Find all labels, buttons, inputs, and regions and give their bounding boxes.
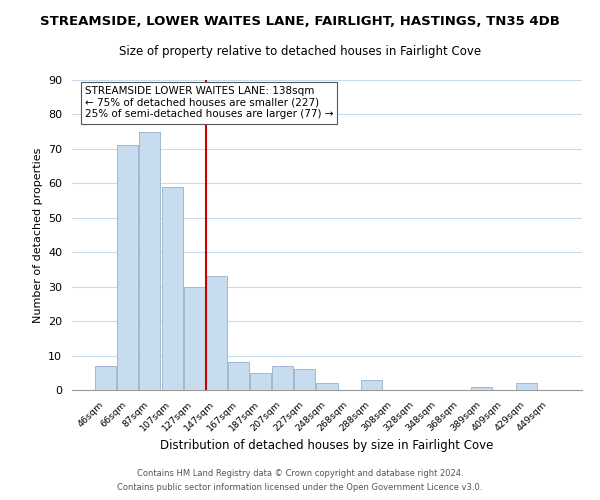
Bar — [118, 146, 139, 390]
Bar — [295, 370, 316, 390]
Text: Contains HM Land Registry data © Crown copyright and database right 2024.: Contains HM Land Registry data © Crown c… — [137, 468, 463, 477]
Bar — [316, 383, 338, 390]
Bar — [161, 187, 182, 390]
Bar — [139, 132, 160, 390]
Bar — [228, 362, 249, 390]
Text: Size of property relative to detached houses in Fairlight Cove: Size of property relative to detached ho… — [119, 45, 481, 58]
X-axis label: Distribution of detached houses by size in Fairlight Cove: Distribution of detached houses by size … — [160, 439, 494, 452]
Bar — [272, 366, 293, 390]
Text: STREAMSIDE LOWER WAITES LANE: 138sqm
← 75% of detached houses are smaller (227)
: STREAMSIDE LOWER WAITES LANE: 138sqm ← 7… — [85, 86, 333, 120]
Text: Contains public sector information licensed under the Open Government Licence v3: Contains public sector information licen… — [118, 484, 482, 492]
Y-axis label: Number of detached properties: Number of detached properties — [32, 148, 43, 322]
Bar — [250, 373, 271, 390]
Bar — [361, 380, 382, 390]
Bar — [206, 276, 227, 390]
Bar — [184, 286, 205, 390]
Bar — [515, 383, 536, 390]
Text: STREAMSIDE, LOWER WAITES LANE, FAIRLIGHT, HASTINGS, TN35 4DB: STREAMSIDE, LOWER WAITES LANE, FAIRLIGHT… — [40, 15, 560, 28]
Bar — [95, 366, 116, 390]
Bar — [472, 386, 493, 390]
